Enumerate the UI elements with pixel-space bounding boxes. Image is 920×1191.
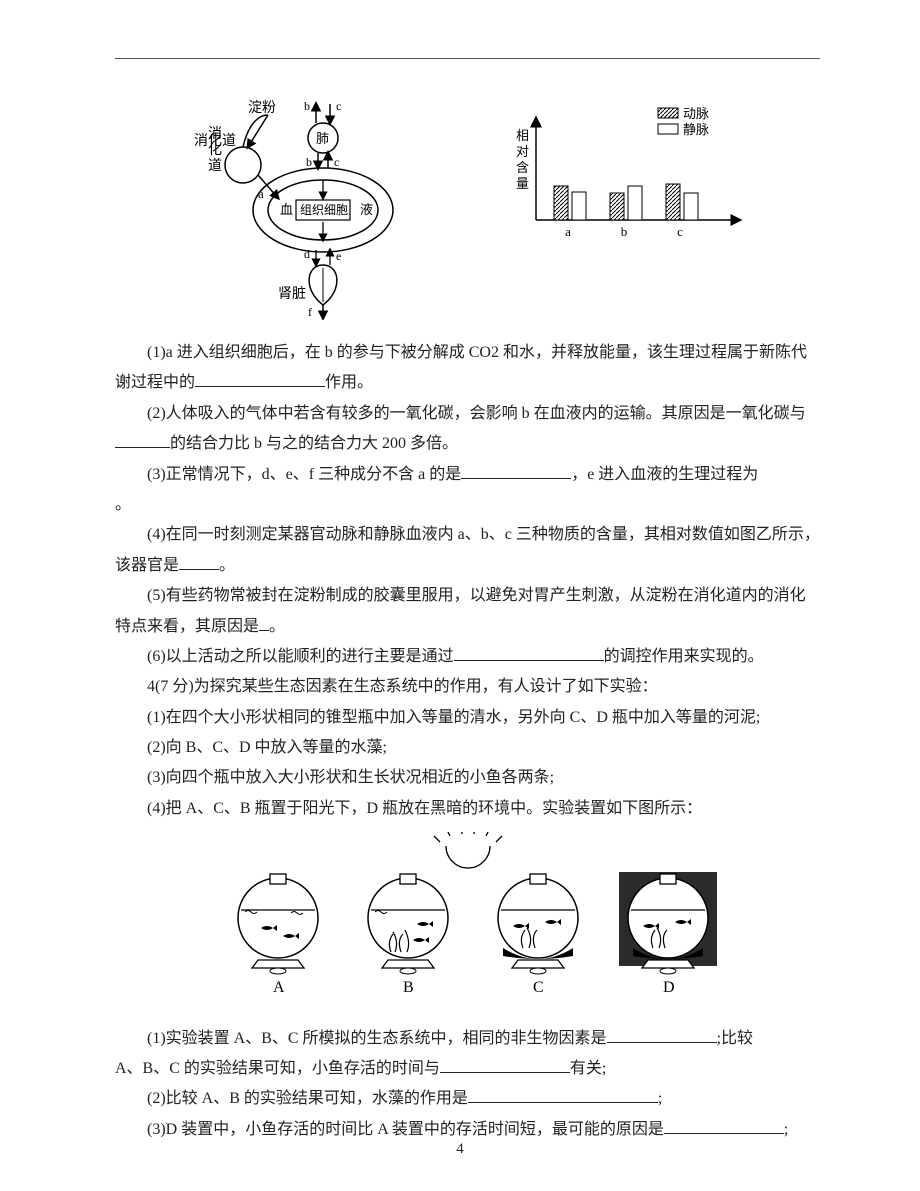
intro4: 4(7 分)为探究某些生态因素在生态系统中的作用，有人设计了如下实验： (115, 672, 820, 702)
label-lung: 肺 (316, 131, 329, 146)
flask-figure: A B (115, 832, 820, 1013)
q2: (2)人体吸入的气体中若含有较多的一氧化碳，会影响 b 在血液内的运输。其原因是… (115, 399, 820, 460)
ex1c: A、B、C 的实验结果可知，小鱼存活的时间与有关; (115, 1054, 820, 1084)
figure-row: 消化道 消 化 道 淀粉 a 血 组织细胞 (115, 90, 820, 320)
q6: (6)以上活动之所以能顺利的进行主要是通过的调控作用来实现的。 (115, 642, 820, 672)
flask-b-label: B (403, 979, 414, 996)
body-diagram-svg: 消化道 消 化 道 淀粉 a 血 组织细胞 (188, 90, 418, 320)
q3: (3)正常情况下，d、e、f 三种成分不含 a 的是，e 进入血液的生理过程为 (115, 460, 820, 490)
svg-text:相: 相 (516, 128, 529, 143)
bar-chart: 相对含量 动脉静脉 a b c (508, 90, 748, 250)
svg-text:对: 对 (516, 144, 529, 159)
label-a: a (258, 186, 264, 201)
svg-text:量: 量 (516, 176, 529, 191)
label-b-top: b (304, 99, 310, 113)
q1: (1)a 进入组织细胞后，在 b 的参与下被分解成 CO2 和水，并释放能量，该… (115, 338, 820, 399)
label-b: b (306, 155, 312, 169)
svg-text:静脉: 静脉 (683, 122, 709, 137)
label-c-top: c (336, 99, 341, 113)
flask-c-label: C (533, 979, 544, 996)
svg-text:a: a (565, 224, 571, 239)
label-starch: 淀粉 (248, 100, 276, 116)
label-kidney: 肾脏 (278, 286, 306, 302)
top-rule (115, 58, 820, 59)
q3-period: 。 (115, 490, 820, 520)
label-cell: 组织细胞 (300, 203, 348, 217)
body-diagram: 消化道 消 化 道 淀粉 a 血 组织细胞 (188, 90, 418, 320)
label-c: c (334, 155, 339, 169)
bar-chart-svg: 相对含量 动脉静脉 a b c (508, 90, 748, 250)
svg-text:动脉: 动脉 (683, 106, 709, 121)
label-d: d (304, 247, 310, 261)
flask-d-label: D (663, 979, 675, 996)
step3: (3)向四个瓶中放入大小形状和生长状况相近的小鱼各两条; (115, 763, 820, 793)
label-fluid: 液 (360, 202, 373, 217)
step2: (2)向 B、C、D 中放入等量的水藻; (115, 733, 820, 763)
svg-text:b: b (620, 224, 627, 239)
ex1: (1)实验装置 A、B、C 所模拟的生态系统中，相同的非生物因素是;比较 (115, 1024, 820, 1054)
svg-text:c: c (677, 224, 683, 239)
label-digestive-vert: 消 化 道 (208, 126, 226, 174)
step1: (1)在四个大小形状相同的锥型瓶中加入等量的清水，另外向 C、D 瓶中加入等量的… (115, 703, 820, 733)
flask-svg: A B (188, 832, 748, 1002)
page-number: 4 (0, 1135, 920, 1164)
step4: (4)把 A、C、B 瓶置于阳光下，D 瓶放在黑暗的环境中。实验装置如下图所示： (115, 794, 820, 824)
flask-a-label: A (273, 979, 285, 996)
label-f: f (308, 305, 312, 319)
ex2: (2)比较 A、B 的实验结果可知，水藻的作用是; (115, 1084, 820, 1114)
label-e: e (336, 249, 341, 263)
label-blood: 血 (280, 202, 293, 217)
q4: (4)在同一时刻测定某器官动脉和静脉血液内 a、b、c 三种物质的含量，其相对数… (115, 520, 820, 581)
q5: (5)有些药物常被封在淀粉制成的胶囊里服用，以避免对胃产生刺激，从淀粉在消化道内… (115, 581, 820, 642)
svg-text:含: 含 (516, 160, 529, 175)
